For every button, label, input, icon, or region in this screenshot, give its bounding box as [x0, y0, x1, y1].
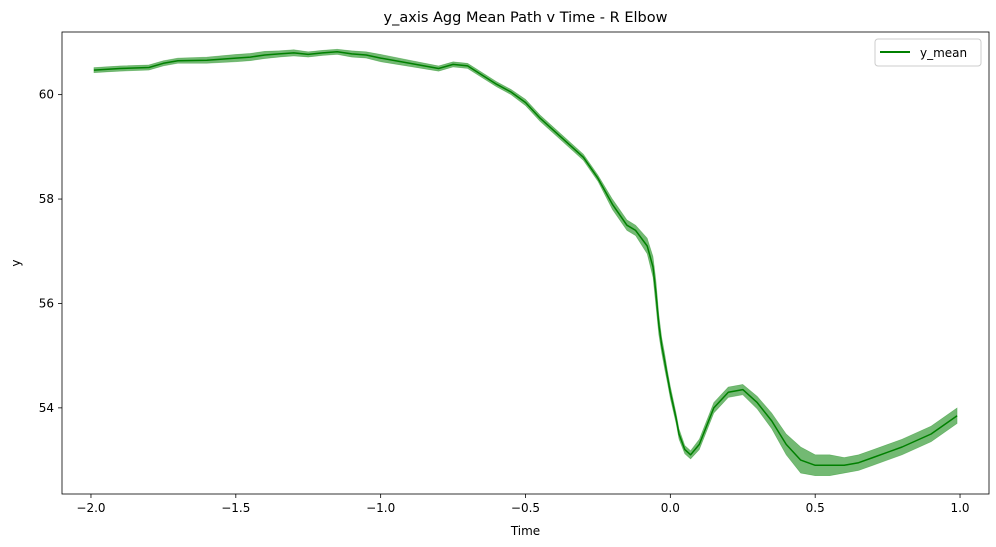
legend: y_mean [874, 38, 982, 67]
x-tick-label: −1.5 [221, 501, 250, 515]
y-mean-confidence-band [93, 48, 958, 477]
x-tick-label: −0.5 [511, 501, 540, 515]
series-line-layer [93, 51, 958, 467]
y-tick-label: 56 [39, 296, 54, 310]
x-tick-label: −1.0 [366, 501, 395, 515]
y-tick-label: 58 [39, 192, 54, 206]
y-axis-label: y [9, 259, 23, 266]
legend-box [874, 38, 982, 67]
y-axis-ticks: 54 56 58 60 [39, 88, 62, 415]
x-tick-label: −2.0 [76, 501, 105, 515]
series-line-y-mean [93, 51, 958, 467]
y-tick-label: 60 [39, 88, 54, 102]
x-axis-label: Time [510, 524, 540, 538]
confidence-band-layer [93, 48, 958, 477]
chart-title: y_axis Agg Mean Path v Time - R Elbow [384, 10, 668, 26]
y-tick-label: 54 [39, 401, 54, 415]
x-tick-label: 1.0 [950, 501, 969, 515]
legend-label-y-mean: y_mean [920, 46, 967, 60]
x-axis-ticks: −2.0 −1.5 −1.0 −0.5 0.0 0.5 1.0 [76, 494, 970, 515]
x-tick-label: 0.0 [661, 501, 680, 515]
x-tick-label: 0.5 [806, 501, 825, 515]
